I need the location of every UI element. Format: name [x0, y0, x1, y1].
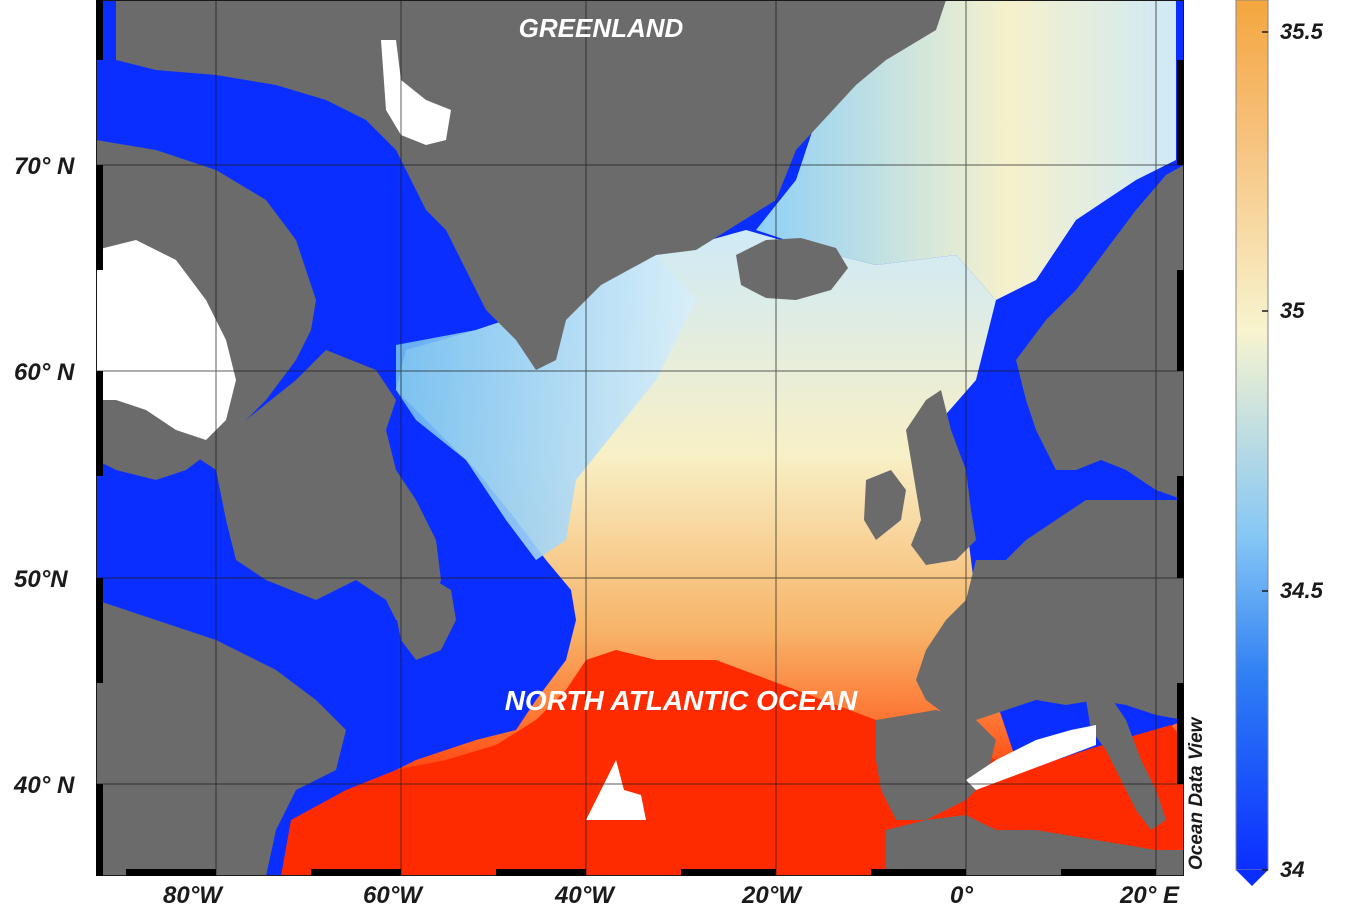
nodata-greenland-west — [381, 40, 451, 145]
salinity-field-west — [396, 255, 696, 560]
colorbar-ticks — [1262, 31, 1268, 871]
colorbar-gradient — [1235, 0, 1269, 871]
colorbar-tick-35-5: 35.5 — [1280, 19, 1323, 44]
colorbar-extension-arrow — [1236, 870, 1268, 886]
colorbar-tick-34-5: 34.5 — [1280, 578, 1323, 603]
lon-label-20e: 20° E — [1120, 882, 1179, 909]
nodata-hudson-bay — [96, 240, 236, 440]
colorbar-tick-34: 34 — [1280, 857, 1305, 882]
salinity-map: GREENLAND NORTH ATLANTIC OCEAN — [95, 0, 1185, 877]
salinity-field-south — [281, 650, 996, 876]
colorbar-tick-35: 35 — [1280, 298, 1305, 323]
land-italy — [1086, 690, 1166, 830]
label-north-atlantic: NORTH ATLANTIC OCEAN — [505, 685, 858, 716]
nodata-mediterranean-north — [966, 725, 1096, 790]
lon-label-60w: 60°W — [363, 882, 422, 909]
land-greenland — [116, 0, 946, 370]
lon-label-80w: 80°W — [163, 882, 222, 909]
credit-ocean-data-view: Ocean Data View — [1186, 717, 1207, 870]
lat-label-40n: 40° N — [14, 772, 75, 799]
nodata-mid-atlantic — [586, 760, 646, 820]
lat-label-60n: 60° N — [14, 359, 75, 386]
land-africa — [886, 815, 1184, 876]
land-iceland — [736, 238, 848, 300]
land-britain — [906, 390, 976, 565]
frame-checker — [96, 0, 1184, 876]
lon-label-20w: 20°W — [742, 882, 801, 909]
label-greenland: GREENLAND — [519, 13, 684, 43]
lon-label-40w: 40°W — [555, 882, 614, 909]
land-europe — [916, 500, 1184, 720]
land-scandinavia — [1016, 165, 1184, 500]
land-ireland — [864, 470, 906, 540]
map-svg: GREENLAND NORTH ATLANTIC OCEAN — [95, 0, 1185, 877]
land-newfoundland — [396, 575, 456, 660]
colorbar — [1232, 0, 1272, 886]
colorbar-svg — [1235, 0, 1269, 886]
lat-label-50n: 50°N — [14, 566, 68, 593]
graticule — [96, 0, 1184, 876]
lon-label-0: 0° — [950, 882, 973, 909]
lat-label-70n: 70° N — [14, 153, 75, 180]
land-north-america — [96, 350, 441, 876]
